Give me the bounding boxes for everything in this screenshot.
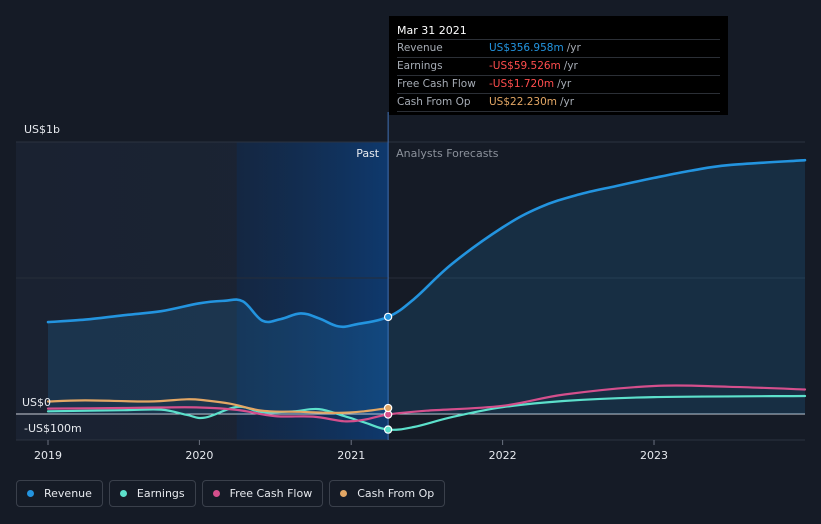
legend-item-label: Revenue [44, 487, 92, 500]
tooltip-row: Earnings -US$59.526m/yr [397, 58, 720, 76]
legend-item-free-cash-flow[interactable]: Free Cash Flow [201, 480, 324, 507]
x-tick-label: 2023 [640, 449, 668, 462]
revenue-line [46, 158, 807, 329]
legend-dot-icon [119, 490, 127, 497]
legend-item-label: Cash From Op [357, 487, 435, 500]
tooltip-row-label: Revenue [397, 42, 443, 54]
tooltip-row-unit: /yr [566, 42, 581, 54]
forecast-label: Analysts Forecasts [396, 147, 499, 160]
tooltip-row: Cash From Op US$22.230m/yr [397, 94, 720, 112]
legend-item-earnings[interactable]: Earnings [108, 480, 196, 507]
tooltip-row-label: Earnings [397, 60, 443, 72]
y-tick-label: -US$100m [24, 422, 82, 435]
x-tick-label: 2021 [337, 449, 365, 462]
x-tick-label: 2020 [185, 449, 213, 462]
tooltip-row-unit: /yr [563, 60, 578, 72]
tooltip: Mar 31 2021 Revenue US$356.958m/yr Earning… [389, 16, 728, 115]
tooltip-row-value: -US$1.720m [489, 78, 555, 90]
legend-item-cash-from-op[interactable]: Cash From Op [329, 480, 446, 507]
legend-dot-icon [27, 490, 34, 497]
tooltip-row-label: Free Cash Flow [397, 78, 476, 90]
free-cash-flow-line [46, 384, 807, 423]
tooltip-row-label: Cash From Op [397, 96, 471, 108]
y-tick-label: US$1b [24, 123, 60, 136]
tooltip-row-value: US$22.230m [489, 96, 557, 108]
legend-item-revenue[interactable]: Revenue [16, 480, 103, 507]
tooltip-row-value: US$356.958m [489, 42, 564, 54]
tooltip-row-value: -US$59.526m [489, 60, 561, 72]
cash-from-op-point [383, 403, 393, 413]
legend-item-label: Free Cash Flow [229, 487, 313, 500]
earnings-point [383, 425, 393, 434]
past-label: Past [356, 147, 380, 160]
tooltip-date: Mar 31 2021 [397, 22, 720, 40]
y-tick-label: US$0 [22, 396, 51, 409]
tooltip-row-unit: /yr [557, 78, 572, 90]
tooltip-row: Revenue US$356.958m/yr [397, 40, 720, 58]
legend-dot-icon [340, 490, 348, 497]
revenue-area [48, 160, 805, 414]
tooltip-row: Free Cash Flow -US$1.720m/yr [397, 76, 720, 94]
revenue-point [383, 312, 393, 322]
highlight-region [236, 142, 389, 440]
x-tick-label: 2022 [489, 449, 517, 462]
legend: Revenue Earnings Free Cash Flow Cash From O… [16, 480, 446, 509]
tooltip-row-unit: /yr [560, 96, 575, 108]
x-tick-label: 2019 [34, 449, 62, 462]
legend-item-label: Earnings [136, 487, 185, 500]
earnings-line [46, 394, 807, 431]
cash-from-op-line [46, 398, 390, 415]
legend-dot-icon [212, 490, 220, 497]
